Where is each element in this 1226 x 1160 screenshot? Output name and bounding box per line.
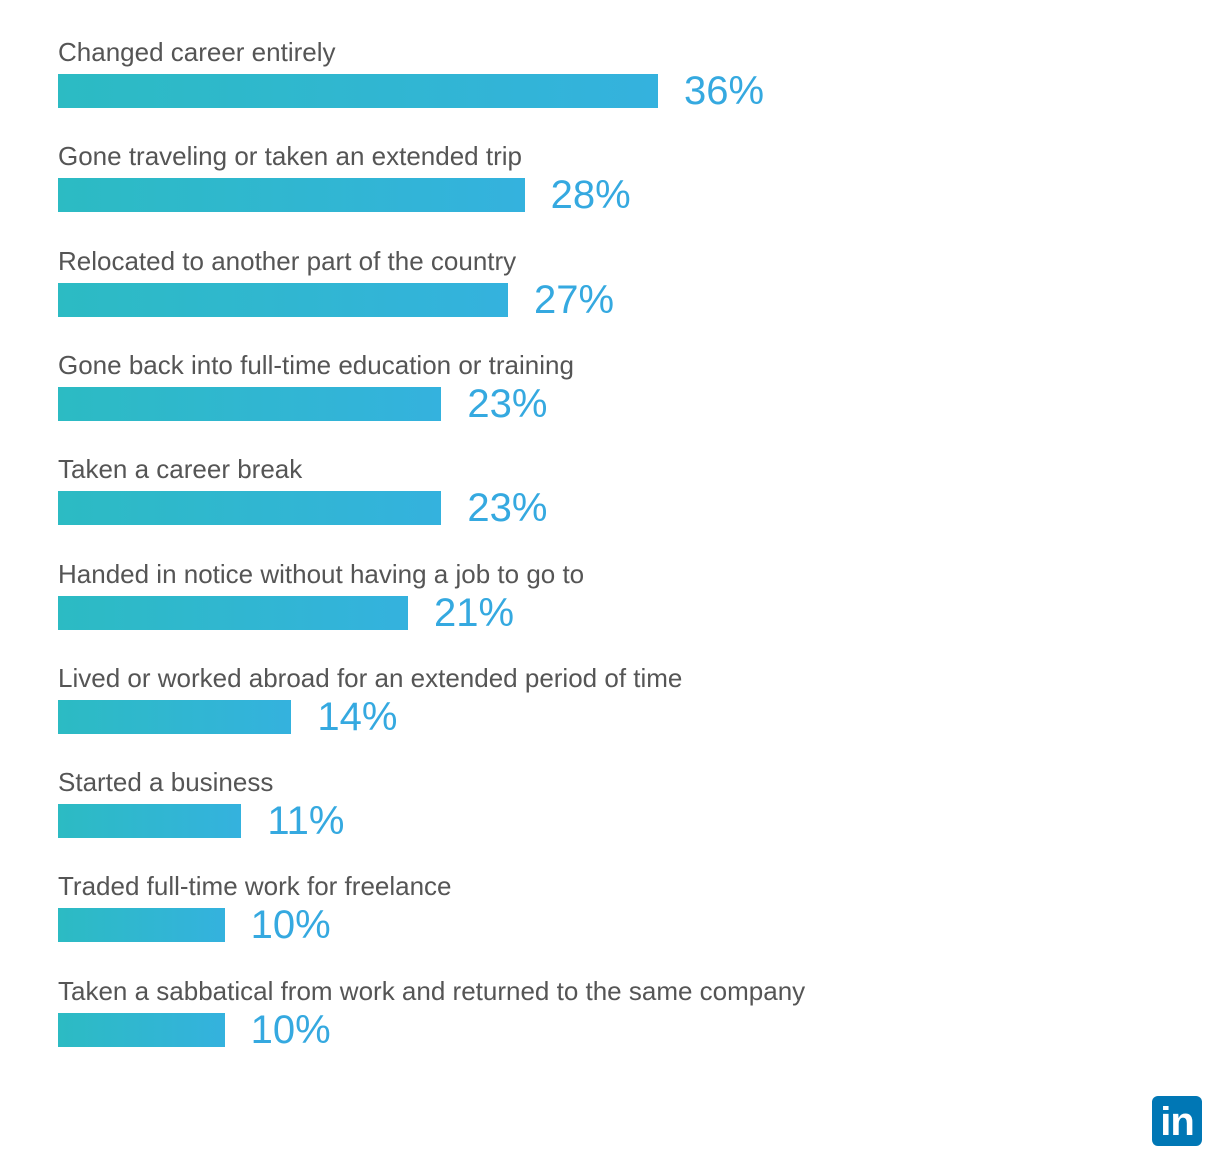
bar bbox=[58, 386, 442, 421]
category-label: Lived or worked abroad for an extended p… bbox=[58, 662, 683, 693]
category-label: Gone back into full-time education or tr… bbox=[58, 349, 574, 380]
bar bbox=[58, 595, 408, 630]
category-label: Traded full-time work for freelance bbox=[58, 871, 452, 902]
bar bbox=[58, 908, 225, 943]
chart-row: Relocated to another part of the country… bbox=[58, 243, 1158, 347]
chart-row: Gone back into full-time education or tr… bbox=[58, 347, 1158, 451]
value-label: 27% bbox=[534, 277, 615, 322]
value-label: 36% bbox=[684, 69, 765, 113]
category-label: Handed in notice without having a job to… bbox=[58, 558, 585, 589]
chart-row: Started a business 11% bbox=[58, 764, 1158, 868]
chart-row: Gone traveling or taken an extended trip… bbox=[58, 138, 1158, 242]
value-label: 23% bbox=[467, 381, 548, 426]
category-label: Relocated to another part of the country bbox=[58, 245, 517, 276]
chart-row: Lived or worked abroad for an extended p… bbox=[58, 660, 1158, 764]
bar bbox=[58, 282, 508, 317]
category-label: Taken a career break bbox=[58, 454, 303, 485]
value-label: 10% bbox=[250, 1007, 331, 1052]
bar bbox=[58, 804, 242, 839]
chart-row: Handed in notice without having a job to… bbox=[58, 556, 1158, 660]
bar bbox=[58, 491, 442, 526]
chart-row: Taken a career break 23% bbox=[58, 451, 1158, 555]
bar bbox=[58, 178, 525, 213]
value-label: 10% bbox=[250, 903, 331, 948]
value-label: 23% bbox=[467, 486, 548, 531]
category-label: Taken a sabbatical from work and returne… bbox=[58, 975, 806, 1006]
chart-row: Traded full-time work for freelance 10% bbox=[58, 868, 1158, 972]
value-label: 14% bbox=[317, 694, 398, 739]
linkedin-logo-text: in bbox=[1160, 1100, 1195, 1144]
chart-row: Changed career entirely 36% bbox=[58, 34, 1158, 138]
bar bbox=[58, 699, 292, 734]
chart-row: Taken a sabbatical from work and returne… bbox=[58, 973, 1158, 1077]
bar bbox=[58, 1012, 225, 1047]
value-label: 11% bbox=[267, 799, 345, 844]
value-label: 21% bbox=[434, 590, 515, 635]
value-label: 28% bbox=[550, 173, 631, 218]
bar bbox=[58, 74, 658, 108]
category-label: Changed career entirely bbox=[58, 37, 336, 67]
linkedin-icon: in bbox=[1152, 1096, 1202, 1146]
category-label: Gone traveling or taken an extended trip bbox=[58, 141, 522, 172]
category-label: Started a business bbox=[58, 767, 274, 798]
